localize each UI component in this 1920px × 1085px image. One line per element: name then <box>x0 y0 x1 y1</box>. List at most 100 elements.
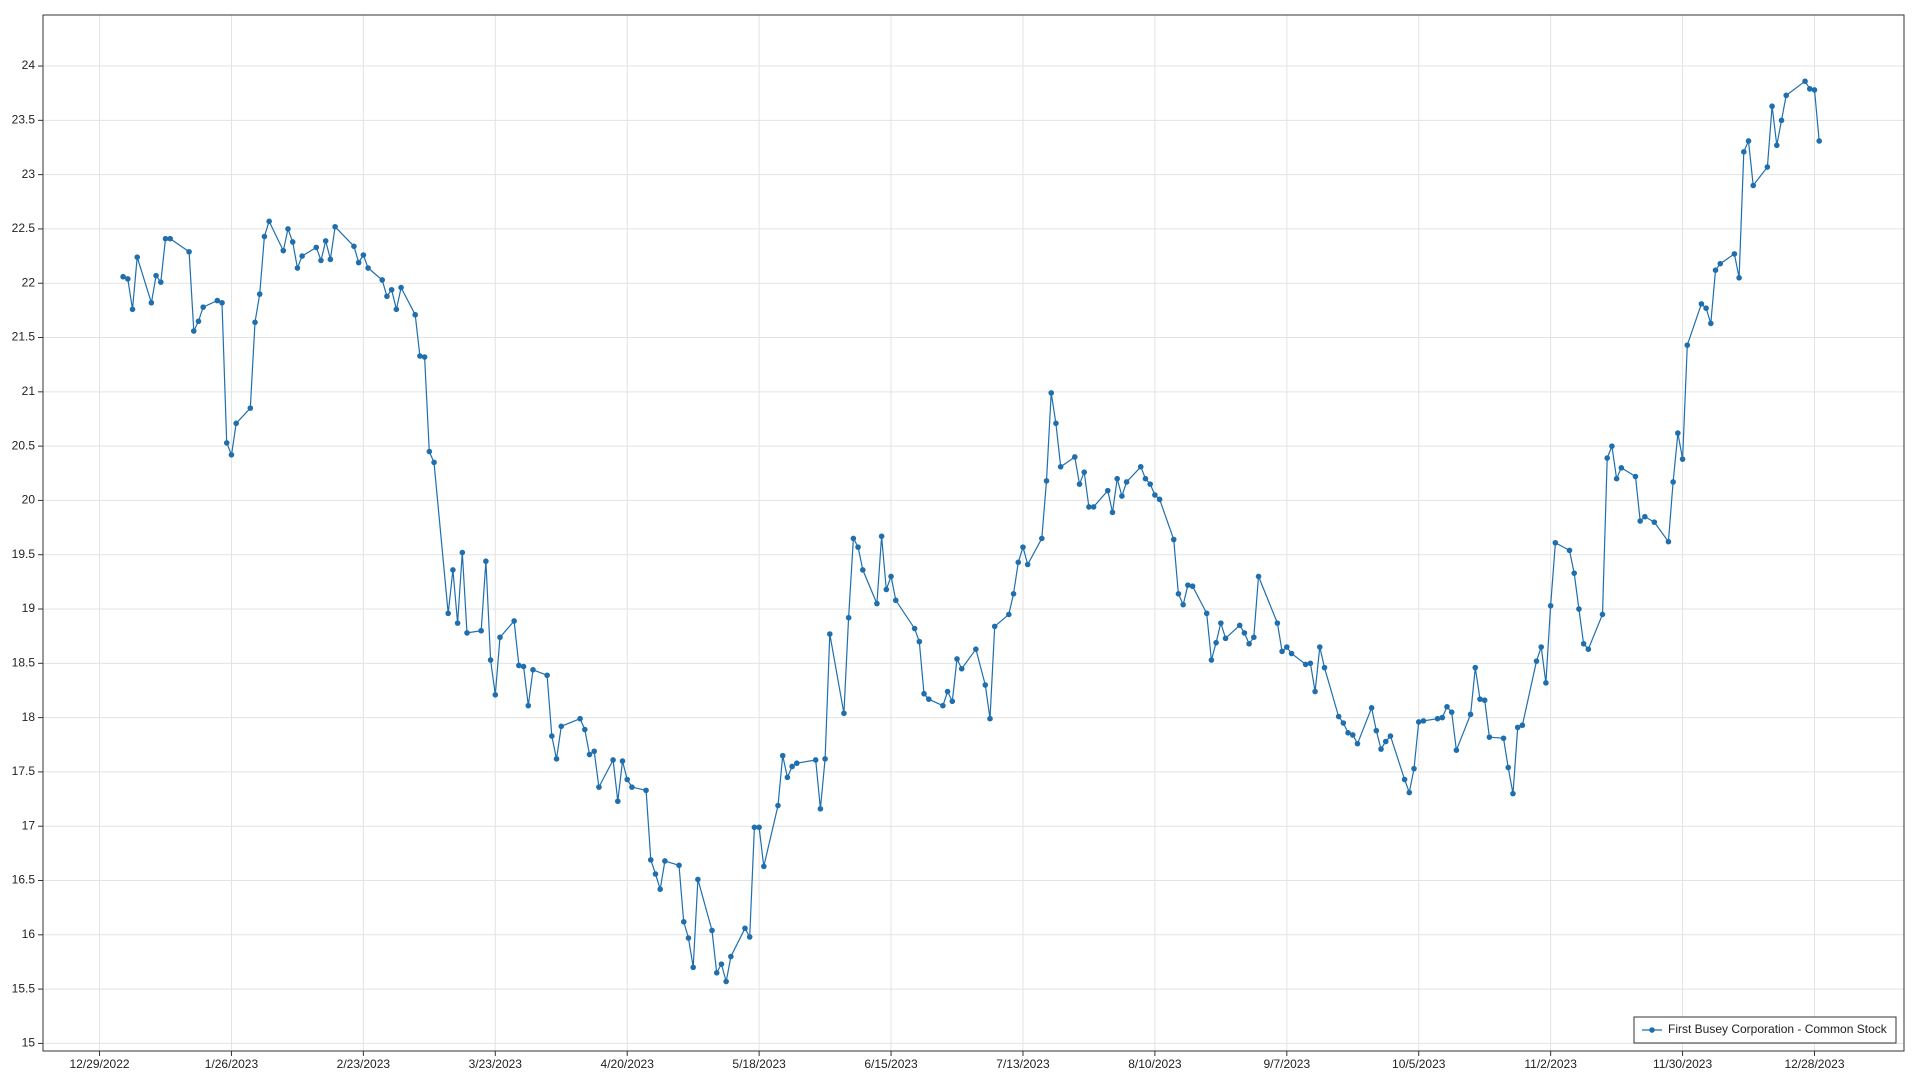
data-point <box>445 610 451 617</box>
plot-frame <box>42 14 1905 1052</box>
data-point <box>1203 610 1210 617</box>
data-point <box>1486 734 1493 740</box>
data-point <box>1071 454 1078 460</box>
data-point <box>1057 463 1064 470</box>
data-point <box>1566 547 1573 554</box>
data-point <box>888 573 894 580</box>
y-tick-label: 15.5 <box>12 981 36 995</box>
data-point <box>987 715 993 722</box>
data-point <box>1609 443 1615 449</box>
y-tick-label: 19.5 <box>12 547 36 561</box>
data-point <box>859 567 866 573</box>
data-point <box>200 304 206 310</box>
data-point <box>850 535 857 542</box>
legend-label: First Busey Corporation - Common Stock <box>1668 1022 1888 1036</box>
data-point <box>883 586 890 593</box>
data-point <box>1741 149 1747 155</box>
data-point <box>1547 602 1554 609</box>
data-point <box>228 452 235 458</box>
data-point <box>1137 463 1144 470</box>
data-point <box>497 634 503 641</box>
data-point <box>1806 86 1813 92</box>
data-point <box>553 756 560 762</box>
data-point <box>1684 342 1691 348</box>
data-point <box>1773 142 1780 149</box>
data-point <box>219 299 225 306</box>
data-point <box>596 784 602 790</box>
y-tick-label: 21 <box>22 384 36 398</box>
data-point <box>1778 117 1785 124</box>
data-point <box>1081 469 1088 475</box>
data-point <box>1415 719 1422 725</box>
data-point <box>1387 733 1394 739</box>
data-point <box>1618 465 1625 471</box>
y-tick-label: 22 <box>22 275 36 289</box>
data-point <box>1552 539 1559 546</box>
data-point <box>1222 635 1229 642</box>
data-point <box>167 235 174 242</box>
data-point <box>1500 735 1507 742</box>
data-point <box>1613 475 1620 482</box>
data-point <box>125 276 131 282</box>
y-tick-label: 21.5 <box>12 330 36 344</box>
data-point <box>1538 644 1545 650</box>
data-point <box>779 752 786 759</box>
data-point <box>1382 738 1389 745</box>
data-point <box>709 927 715 934</box>
data-point <box>586 751 593 758</box>
x-tick-label: 11/30/2023 <box>1653 1057 1712 1071</box>
data-point <box>1015 559 1022 566</box>
data-point <box>916 638 923 645</box>
data-point <box>1679 456 1686 462</box>
data-point <box>1604 455 1610 461</box>
data-point <box>285 226 291 232</box>
data-point <box>1420 718 1427 724</box>
data-point <box>1533 658 1540 664</box>
data-point <box>1811 87 1818 93</box>
data-point <box>991 623 998 630</box>
data-point <box>841 710 847 717</box>
data-point <box>280 247 287 254</box>
data-point <box>492 692 499 698</box>
data-point <box>723 978 729 985</box>
x-tick-label: 5/18/2023 <box>732 1057 786 1071</box>
data-point <box>982 682 989 688</box>
data-point <box>1585 646 1592 652</box>
data-point <box>1599 611 1606 618</box>
data-point <box>746 934 753 940</box>
data-point <box>1448 709 1455 715</box>
data-point <box>520 663 527 670</box>
data-point <box>1307 660 1314 667</box>
data-point <box>1024 561 1031 568</box>
data-point <box>1472 664 1479 671</box>
data-point <box>662 858 668 864</box>
x-tick-label: 8/10/2023 <box>1128 1057 1182 1071</box>
data-point <box>1439 714 1446 721</box>
data-point <box>1717 260 1724 267</box>
data-point <box>1241 630 1248 636</box>
data-point <box>1368 705 1375 711</box>
x-tick-label: 2/23/2023 <box>337 1057 391 1071</box>
data-point <box>322 238 329 244</box>
data-point <box>360 252 367 258</box>
data-point <box>153 272 159 279</box>
data-point <box>591 748 598 755</box>
x-tick-label: 7/13/2023 <box>996 1057 1050 1071</box>
data-point <box>398 284 404 291</box>
data-point <box>1349 732 1356 738</box>
series-line <box>122 80 1820 982</box>
data-point <box>214 297 221 304</box>
data-point <box>624 776 631 783</box>
y-tick-label: 15 <box>22 1036 36 1050</box>
y-tick-label: 18 <box>22 710 36 724</box>
data-point <box>525 702 532 709</box>
data-point <box>313 244 320 251</box>
x-tick-label: 10/5/2023 <box>1392 1057 1446 1071</box>
data-point <box>134 254 141 260</box>
data-point <box>1006 611 1012 618</box>
data-point <box>530 667 536 673</box>
data-point <box>940 702 946 709</box>
data-point <box>516 662 522 669</box>
data-point <box>892 597 899 604</box>
